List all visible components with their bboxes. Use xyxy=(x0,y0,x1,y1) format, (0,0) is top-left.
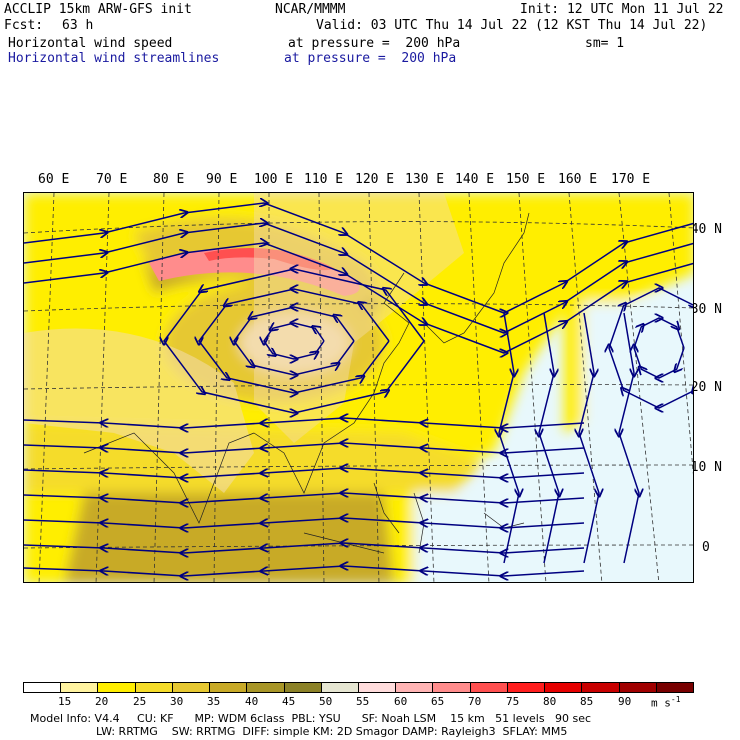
colorbar-label: 30 xyxy=(170,695,184,708)
field1-level: at pressure = 200 hPa xyxy=(288,36,461,51)
colorbar-label: 70 xyxy=(468,695,482,708)
streamline xyxy=(499,312,519,564)
colorbar-label: 85 xyxy=(580,695,594,708)
colorbar-swatch xyxy=(656,683,693,692)
wind-map xyxy=(23,192,694,583)
streamline xyxy=(619,312,639,564)
streamline xyxy=(539,312,559,564)
lon-label: 170 E xyxy=(611,172,651,187)
lon-label: 80 E xyxy=(153,172,185,187)
colorbar-swatch xyxy=(135,683,173,692)
colorbar-swatch xyxy=(247,683,285,692)
wind-map-svg xyxy=(24,193,693,582)
colorbar-swatch xyxy=(172,683,211,692)
field2-level: at pressure = 200 hPa xyxy=(284,51,457,66)
lat-label: 40 N xyxy=(690,222,722,237)
org-label: NCAR/MMMM xyxy=(275,2,346,17)
lon-label: 90 E xyxy=(206,172,238,187)
valid-time: Valid: 03 UTC Thu 14 Jul 22 (12 KST Thu … xyxy=(316,18,708,33)
lon-label: 70 E xyxy=(96,172,128,187)
colorbar-swatch xyxy=(98,683,136,692)
color-bar xyxy=(23,682,694,693)
lon-label: 110 E xyxy=(304,172,344,187)
colorbar-swatch xyxy=(507,683,546,692)
streamline xyxy=(24,468,585,478)
colorbar-swatch xyxy=(210,683,248,692)
colorbar-swatch xyxy=(358,683,397,692)
colorbar-label: 15 xyxy=(58,695,72,708)
colorbar-swatch xyxy=(582,683,620,692)
streamline xyxy=(24,543,585,553)
colorbar-swatch xyxy=(321,683,359,692)
lon-label: 140 E xyxy=(455,172,495,187)
lat-label: 0 xyxy=(702,540,710,555)
colorbar-label: 20 xyxy=(95,695,109,708)
streamline xyxy=(24,443,585,453)
streamline xyxy=(24,418,585,428)
lat-label: 10 N xyxy=(690,460,722,475)
colorbar-label: 60 xyxy=(394,695,408,708)
lon-label: 100 E xyxy=(254,172,294,187)
model-title: ACCLIP 15km ARW-GFS init xyxy=(4,2,192,17)
colorbar-label: 25 xyxy=(133,695,147,708)
colorbar-swatch xyxy=(61,683,99,692)
colorbar-swatch xyxy=(24,683,62,692)
colorbar-label: 50 xyxy=(319,695,333,708)
colorbar-label: 45 xyxy=(282,695,296,708)
colorbar-label: 75 xyxy=(506,695,520,708)
lat-label: 30 N xyxy=(690,302,722,317)
lon-label: 130 E xyxy=(405,172,445,187)
streamline xyxy=(24,518,585,528)
model-info-line1: Model Info: V4.4 CU: KF MP: WDM 6class P… xyxy=(30,712,592,725)
colorbar-swatch xyxy=(545,683,583,692)
model-info-line2: LW: RRTMG SW: RRTMG DIFF: simple KM: 2D … xyxy=(96,725,568,738)
colorbar-swatch xyxy=(433,683,471,692)
colorbar-swatch xyxy=(284,683,322,692)
colorbar-swatch xyxy=(396,683,434,692)
forecast-hours: 63 h xyxy=(62,18,94,33)
lon-label: 150 E xyxy=(506,172,546,187)
colorbar-label: 90 xyxy=(618,695,632,708)
wind-streamlines xyxy=(24,203,693,576)
field1-name: Horizontal wind speed xyxy=(8,36,173,51)
colorbar-unit-exponent: -1 xyxy=(670,695,681,704)
colorbar-label: 80 xyxy=(543,695,557,708)
streamline xyxy=(24,243,693,353)
colorbar-label: 40 xyxy=(245,695,259,708)
streamline xyxy=(24,493,585,503)
streamline xyxy=(609,288,693,408)
streamline xyxy=(24,566,585,576)
colorbar-label: 35 xyxy=(207,695,221,708)
lon-label: 160 E xyxy=(558,172,598,187)
colorbar-label: 55 xyxy=(356,695,370,708)
init-time: Init: 12 UTC Mon 11 Jul 22 xyxy=(520,2,724,17)
lon-label: 120 E xyxy=(355,172,395,187)
lon-label: 60 E xyxy=(38,172,70,187)
colorbar-swatch xyxy=(470,683,508,692)
field2-name: Horizontal wind streamlines xyxy=(8,51,220,66)
forecast-label: Fcst: xyxy=(4,18,44,33)
colorbar-label: 65 xyxy=(431,695,445,708)
colorbar-unit: m s-1 xyxy=(651,695,681,710)
streamline xyxy=(579,312,599,564)
colorbar-swatch xyxy=(619,683,657,692)
smoothing-label: sm= 1 xyxy=(585,36,625,51)
lat-label: 20 N xyxy=(690,380,722,395)
